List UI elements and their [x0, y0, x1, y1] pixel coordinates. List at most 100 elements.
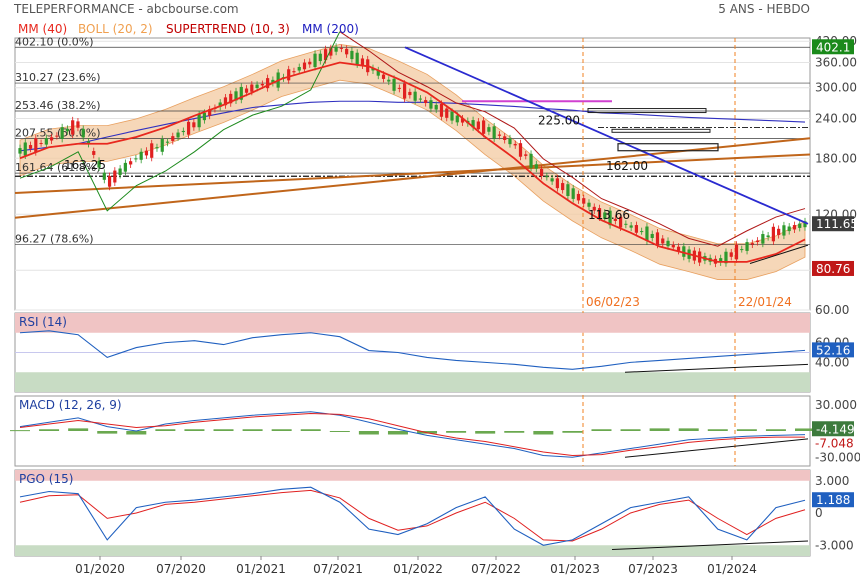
price-annotation: 163.25 [64, 158, 106, 172]
candle-body [144, 150, 149, 156]
candle-body [355, 52, 359, 65]
candle-body [113, 170, 117, 183]
candle-body [487, 127, 491, 132]
candle-body [134, 158, 138, 160]
macd-histogram-bar [126, 431, 147, 435]
candle-body [592, 206, 596, 211]
wedge-line [749, 244, 809, 265]
candle-body [497, 134, 502, 136]
x-axis-label: 07/2023 [628, 562, 678, 576]
x-axis-label: 07/2022 [471, 562, 521, 576]
candle-body [318, 53, 322, 62]
fibonacci-label: 161.64 (61.8%) [15, 161, 101, 174]
candle-body [529, 153, 533, 168]
candle-body [297, 66, 301, 71]
macd-y-tick: 30.000 [815, 398, 857, 412]
x-axis-label: 07/2020 [156, 562, 206, 576]
candle-body [55, 135, 59, 137]
rsi-last-value: 52.16 [816, 343, 850, 357]
candle-body [197, 114, 201, 128]
macd-histogram-bar [678, 428, 699, 431]
fibonacci-label: 310.27 (23.6%) [15, 71, 101, 84]
event-marker-label: 22/01/24 [738, 295, 792, 309]
resistance-box [611, 128, 711, 133]
candle-body [460, 118, 465, 123]
candle-body [34, 138, 38, 153]
candle-body [23, 142, 27, 156]
candle-body [376, 70, 380, 76]
candle-body [482, 120, 486, 134]
candle-body [524, 154, 528, 156]
macd-histogram-bar [10, 430, 30, 432]
candle-body [202, 112, 206, 121]
candle-body [555, 178, 559, 189]
candle-body [539, 168, 544, 177]
candle-body [782, 225, 786, 236]
price-y-tick: 180.00 [815, 151, 857, 165]
candle-body [165, 141, 170, 143]
candle-body [360, 58, 365, 66]
macd-signal-line [19, 412, 806, 457]
pgo-panel-label: PGO (15) [19, 472, 73, 486]
fibonacci-label: 96.27 (78.6%) [15, 233, 94, 246]
macd-line [19, 411, 806, 458]
candle-body [429, 100, 433, 109]
pgo-y-tick: -3.000 [815, 538, 854, 552]
candle-body [97, 160, 101, 168]
rsi-y-tick: 40.00 [815, 355, 849, 369]
candle-body [666, 240, 670, 247]
macd-histogram-bar [620, 429, 641, 431]
macd-histogram-bar [736, 429, 757, 431]
candle-body [334, 46, 338, 52]
price-annotation: 225.00 [538, 113, 580, 127]
rsi-last-value-bg [812, 342, 854, 358]
last-value-badge-bg [812, 39, 854, 55]
last-value-badge: 80.76 [816, 262, 850, 276]
macd-histogram-bar [300, 429, 321, 431]
pgo-oversold-zone [15, 545, 810, 556]
candle-body [60, 127, 64, 139]
candle-body [650, 233, 654, 239]
candle-body [244, 88, 249, 93]
x-axis-label: 01/2023 [550, 562, 600, 576]
price-annotation: 162.00 [606, 159, 648, 173]
macd-histogram-bar [271, 429, 292, 431]
macd-histogram-bar [591, 429, 612, 431]
macd-signal-last-value: -7.048 [815, 436, 854, 450]
candle-body [603, 212, 607, 219]
candle-body [545, 176, 549, 178]
downtrend-line [404, 46, 809, 225]
candle-body [424, 100, 428, 104]
candle-body [350, 50, 354, 60]
candle-body [640, 231, 644, 233]
candle-body [129, 161, 133, 165]
macd-histogram-bar [795, 428, 815, 431]
candle-body [92, 151, 96, 155]
candle-body [582, 198, 586, 204]
candle-body [160, 138, 164, 152]
macd-histogram-bar [475, 431, 496, 434]
candle-body [260, 83, 264, 86]
candle-body [798, 223, 802, 228]
candle-body [323, 49, 328, 61]
candle-body [513, 143, 517, 146]
candle-body [613, 218, 617, 221]
candle-body [44, 138, 48, 145]
candle-body [571, 188, 575, 199]
rsi-line [19, 330, 806, 370]
rsi-overbought-zone [15, 313, 810, 333]
candle-body [18, 148, 22, 154]
candle-body [208, 109, 212, 116]
candle-body [745, 242, 749, 251]
macd-histogram-bar [329, 431, 350, 432]
rsi-divergence-line [624, 363, 809, 373]
candle-body [450, 111, 454, 121]
candle-body [655, 232, 660, 245]
chart-period: 5 ANS - HEBDO [718, 2, 810, 16]
candle-body [503, 136, 507, 140]
macd-histogram-bar [358, 431, 379, 435]
event-marker-label: 06/02/23 [586, 295, 640, 309]
candle-body [102, 172, 106, 180]
candle-body [71, 120, 75, 135]
candle-body [308, 61, 312, 65]
